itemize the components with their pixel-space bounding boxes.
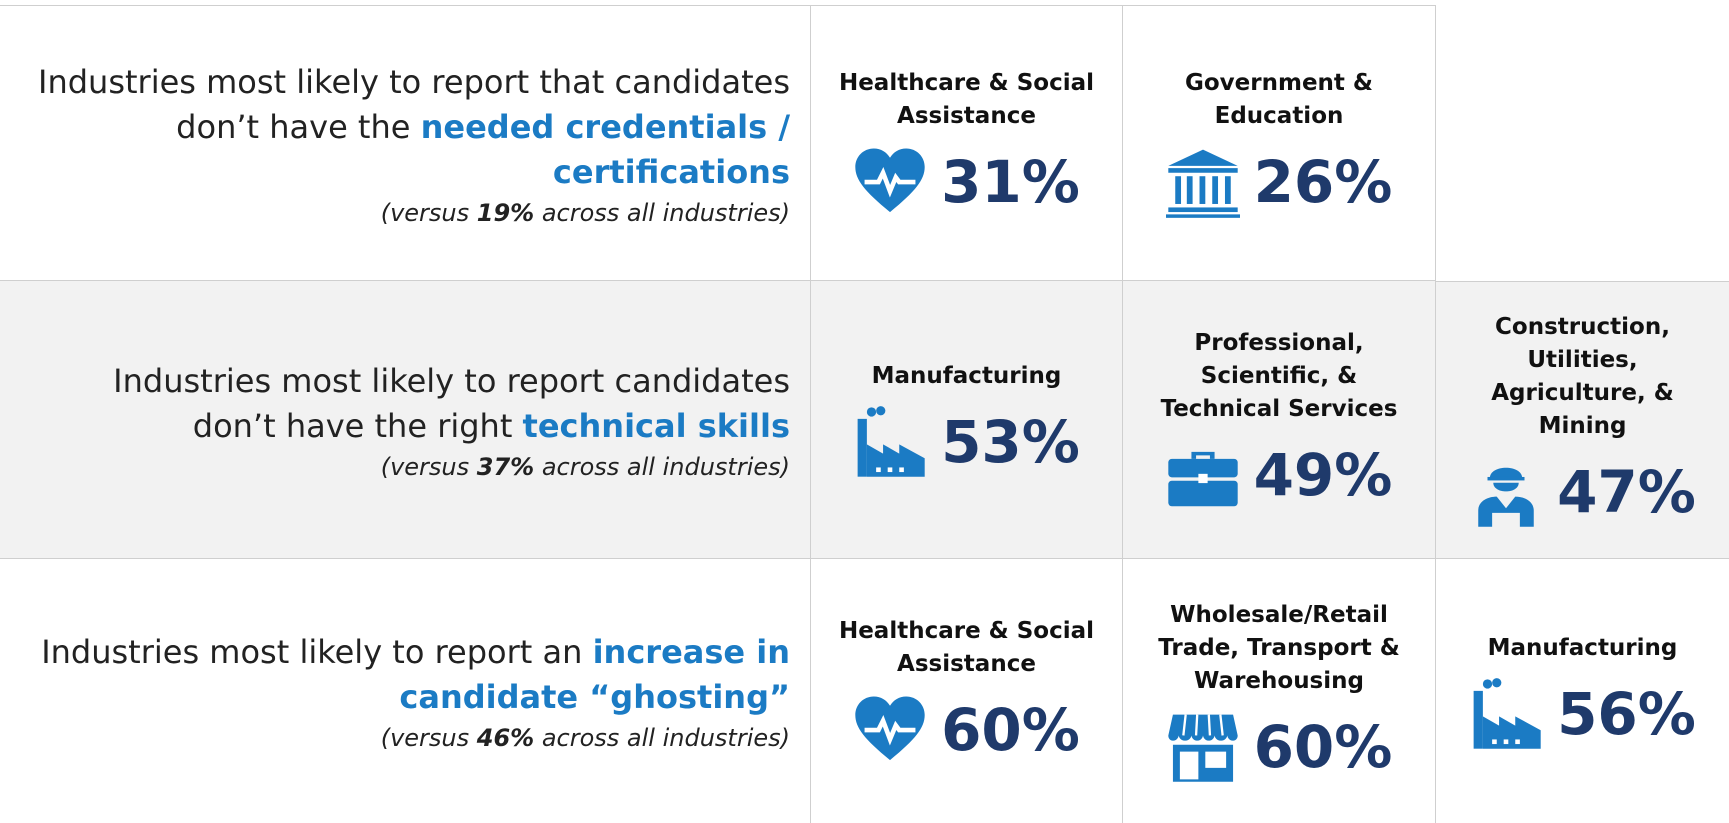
value-row: 49%	[1166, 438, 1393, 512]
percentage: 26%	[1253, 148, 1393, 216]
value-row: 53%	[853, 405, 1080, 479]
note: (versus 37% across all industries)	[381, 453, 790, 481]
percentage: 60%	[941, 696, 1080, 764]
factory-icon	[853, 405, 927, 479]
description: Industries most likely to report that ca…	[30, 60, 790, 195]
industry-label: Healthcare & Social Assistance	[838, 70, 1095, 129]
heart-icon	[853, 693, 927, 767]
note-text: (versus	[380, 198, 477, 227]
percentage: 53%	[941, 408, 1080, 476]
table: Industries most likely to report that ca…	[0, 5, 1729, 823]
percentage: 49%	[1253, 441, 1393, 509]
percentage: 60%	[1253, 712, 1393, 781]
description-text: Industries most likely to report candida…	[113, 361, 790, 445]
note-value: 46%	[476, 724, 535, 752]
cell: Professional, Scientific, & Technical Se…	[1123, 281, 1436, 559]
cell: Wholesale/Retail Trade, Transport & Ware…	[1123, 559, 1436, 823]
building-icon	[1166, 145, 1240, 219]
value-row: 26%	[1166, 145, 1393, 219]
industry-label: Manufacturing	[1487, 634, 1678, 661]
industry-label: Wholesale/Retail Trade, Transport & Ware…	[1158, 601, 1400, 694]
industry-label: Healthcare & Social Assistance	[838, 618, 1095, 677]
row-description: Industries most likely to report an incr…	[0, 559, 811, 823]
value-row: 47%	[1469, 455, 1696, 529]
note-value: 37%	[476, 452, 535, 481]
briefcase-icon	[1166, 438, 1240, 512]
cell: Healthcare & Social Assistance 31%	[811, 5, 1123, 281]
cell: Healthcare & Social Assistance 60%	[811, 559, 1123, 823]
industry-label: Manufacturing	[871, 363, 1062, 389]
value-row: 60%	[853, 693, 1080, 767]
note-text: across all industries)	[534, 198, 790, 227]
note: (versus 46% across all industries)	[381, 724, 790, 752]
value-row: 31%	[853, 145, 1080, 219]
empty-cell	[1436, 5, 1729, 281]
worker-icon	[1469, 455, 1543, 529]
description-text: Industries most likely to report that ca…	[38, 62, 790, 146]
percentage: 56%	[1557, 679, 1696, 748]
store-icon	[1166, 710, 1240, 784]
note-text: (versus	[380, 724, 477, 752]
factory-icon	[1469, 677, 1543, 751]
cell: Manufacturing 56%	[1436, 559, 1729, 823]
percentage: 47%	[1557, 458, 1696, 526]
description: Industries most likely to report candida…	[30, 359, 790, 449]
cell: Government & Education 26%	[1123, 5, 1436, 281]
value-row: 60%	[1166, 710, 1393, 784]
industry-label: Professional, Scientific, & Technical Se…	[1160, 330, 1398, 422]
note: (versus 19% across all industries)	[381, 199, 790, 227]
note-value: 19%	[476, 198, 535, 227]
row-description: Industries most likely to report candida…	[0, 281, 811, 559]
row-description: Industries most likely to report that ca…	[0, 5, 811, 281]
cell: Manufacturing 53%	[811, 281, 1123, 559]
note-text: across all industries)	[534, 452, 790, 481]
note-text: across all industries)	[534, 724, 790, 752]
cell: Construction, Utilities, Agriculture, & …	[1436, 281, 1729, 559]
value-row: 56%	[1469, 677, 1696, 751]
description-highlight: technical skills	[522, 406, 790, 445]
industry-label: Government & Education	[1185, 70, 1373, 129]
description-text: Industries most likely to report an	[41, 633, 593, 671]
description: Industries most likely to report an incr…	[30, 630, 790, 720]
description-highlight: needed credentials / certifications	[420, 107, 790, 191]
description-highlight: increase in candidate “ghosting”	[399, 633, 790, 716]
heart-icon	[853, 145, 927, 219]
industry-label: Construction, Utilities, Agriculture, & …	[1491, 314, 1674, 439]
note-text: (versus	[380, 452, 477, 481]
percentage: 31%	[941, 148, 1080, 216]
